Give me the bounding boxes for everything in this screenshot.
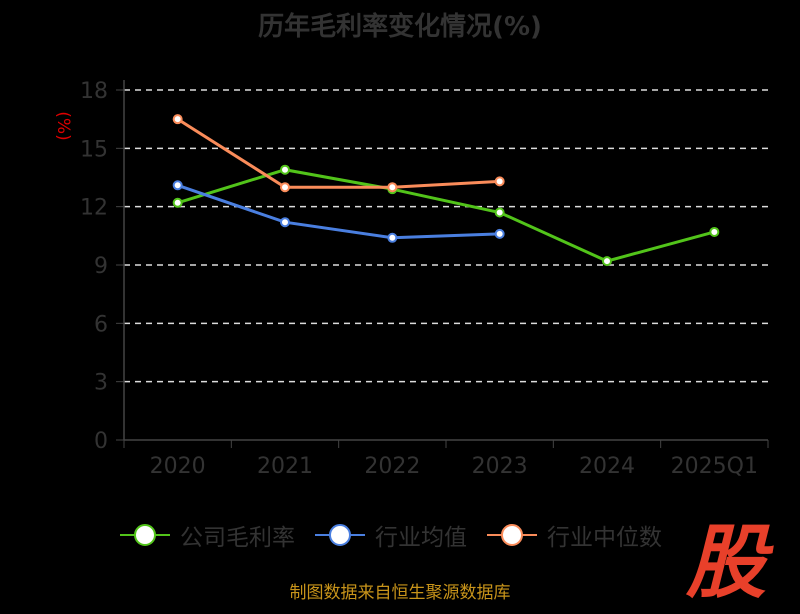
y-tick-label: 3 xyxy=(94,371,108,396)
line-chart: 0 3 6 9 12 15 18 2020 2021 2022 2023 2024 2025Q1 (%) xyxy=(53,79,769,479)
chart-container: 历年毛利率变化情况(%) 0 3 6 9 12 15 18 2020 2021 2022 2023 2… xyxy=(53,12,769,609)
legend-label: 行业均值 xyxy=(375,525,467,551)
y-tick-label: 18 xyxy=(80,79,108,104)
y-tick-label: 6 xyxy=(94,312,108,337)
legend-marker-icon xyxy=(487,523,537,547)
y-tick-label: 15 xyxy=(80,137,108,162)
x-tick-label: 2024 xyxy=(579,454,635,479)
y-axis-label: (%) xyxy=(53,111,73,140)
y-tick-label: 12 xyxy=(80,196,108,221)
data-point xyxy=(172,180,183,191)
series-line xyxy=(176,117,500,189)
data-point xyxy=(602,256,612,267)
x-tick-label: 2023 xyxy=(472,454,528,479)
data-point xyxy=(387,232,398,243)
data-point xyxy=(494,207,505,218)
x-tick-label: 2022 xyxy=(364,454,420,479)
data-point xyxy=(387,182,398,193)
chart-title: 历年毛利率变化情况(%) xyxy=(258,12,542,42)
source-note: 制图数据来自恒生聚源数据库 xyxy=(289,583,511,603)
legend-marker-icon xyxy=(315,523,365,547)
legend-label: 公司毛利率 xyxy=(180,525,295,551)
y-tick-label: 0 xyxy=(94,429,108,454)
data-point xyxy=(172,197,183,208)
data-point xyxy=(280,217,290,228)
y-tick-label: 9 xyxy=(94,254,108,279)
legend-item[interactable]: 行业均值 xyxy=(315,518,467,552)
data-point xyxy=(280,182,290,193)
data-point xyxy=(709,226,720,237)
legend-item[interactable]: 公司毛利率 xyxy=(120,518,295,552)
legend-item[interactable]: 行业中位数 xyxy=(487,518,662,552)
series-line xyxy=(177,183,500,240)
legend-label: 行业中位数 xyxy=(547,525,662,551)
legend-marker-icon xyxy=(120,523,170,547)
x-tick-label: 2021 xyxy=(257,454,313,479)
data-point xyxy=(494,228,505,239)
data-point xyxy=(172,114,183,125)
x-tick-label: 2025Q1 xyxy=(671,454,758,479)
legend: 公司毛利率 行业均值 行业中位数 xyxy=(120,518,662,552)
x-tick-label: 2020 xyxy=(150,454,206,479)
data-point xyxy=(494,176,505,187)
data-point xyxy=(280,164,290,175)
logo: 股 xyxy=(686,516,766,609)
